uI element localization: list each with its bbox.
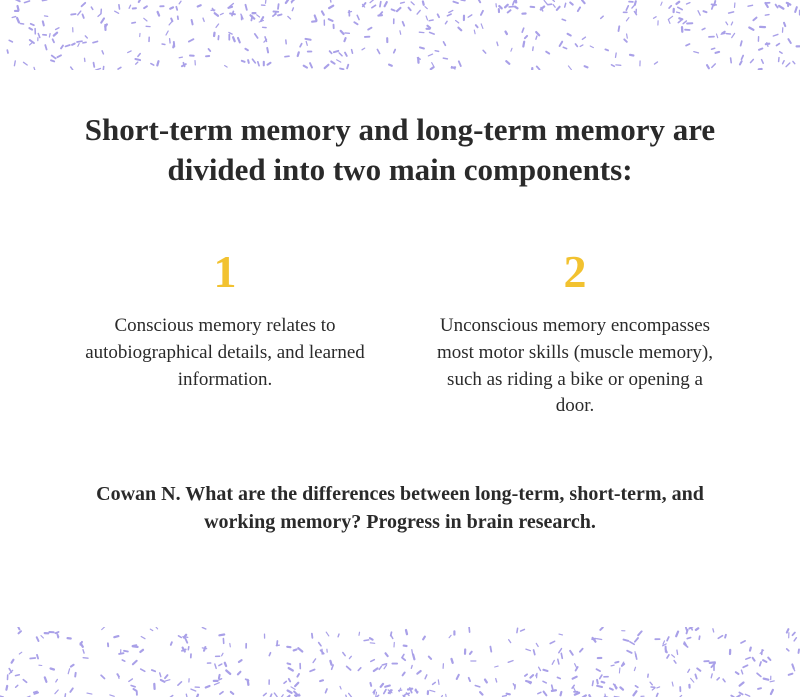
citation-text: Cowan N. What are the differences betwee… [70, 480, 730, 536]
column-1-description: Conscious memory relates to autobiograph… [70, 313, 380, 393]
content-area: Short-term memory and long-term memory a… [0, 110, 800, 536]
decorative-dots-top [0, 0, 800, 70]
column-2-description: Unconscious memory encompasses most moto… [420, 313, 730, 419]
page-title: Short-term memory and long-term memory a… [70, 110, 730, 189]
column-1-number: 1 [70, 249, 380, 295]
columns-container: 1 Conscious memory relates to autobiogra… [70, 249, 730, 419]
column-1: 1 Conscious memory relates to autobiogra… [70, 249, 380, 419]
column-2: 2 Unconscious memory encompasses most mo… [420, 249, 730, 419]
column-2-number: 2 [420, 249, 730, 295]
decorative-dots-bottom [0, 627, 800, 697]
